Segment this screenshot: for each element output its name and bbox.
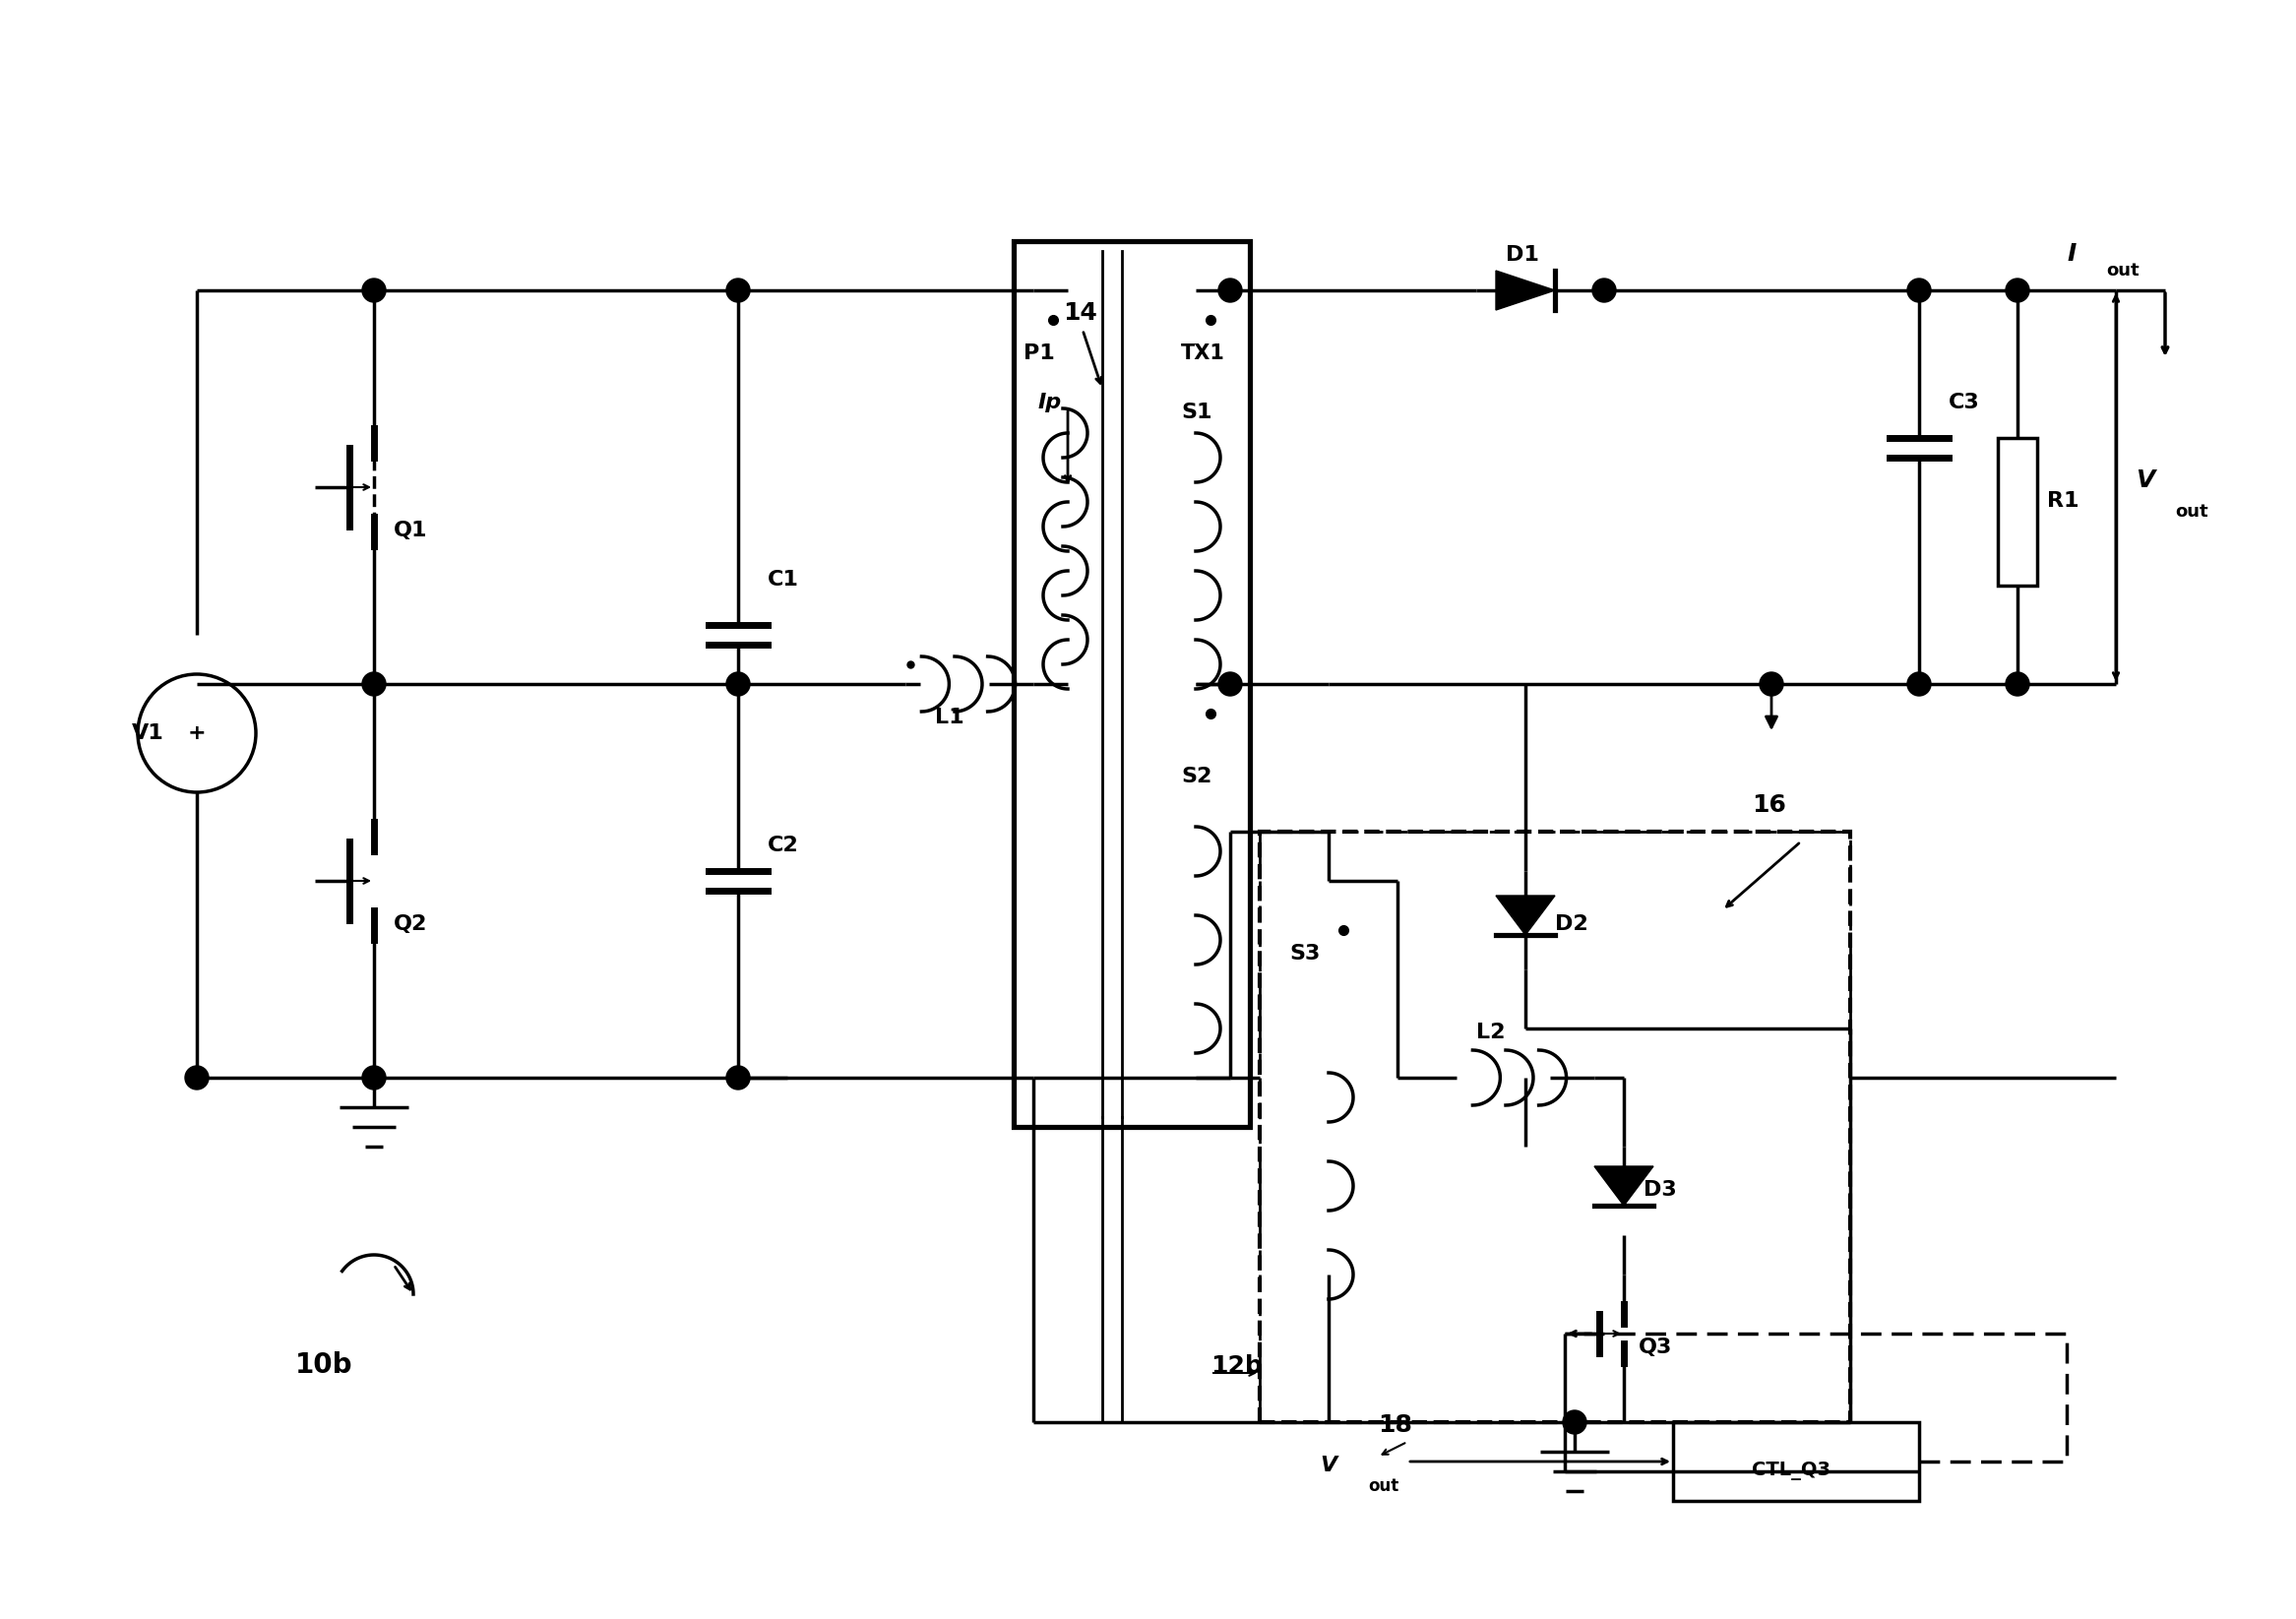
Text: Q2: Q2 [393, 915, 427, 934]
Circle shape [726, 1065, 751, 1090]
Text: out: out [2105, 262, 2140, 280]
Circle shape [363, 1065, 386, 1090]
Text: L2: L2 [1476, 1023, 1506, 1043]
Text: 18: 18 [1378, 1413, 1412, 1438]
Text: C1: C1 [767, 570, 799, 589]
Bar [1674, 1421, 1919, 1501]
Circle shape [726, 672, 751, 696]
Circle shape [1219, 278, 1242, 303]
Circle shape [2007, 672, 2030, 696]
Text: V1: V1 [131, 724, 163, 743]
Bar [1998, 439, 2037, 586]
Circle shape [1908, 278, 1931, 303]
Text: Ip: Ip [1038, 393, 1063, 413]
Text: S3: S3 [1290, 944, 1320, 963]
Text: +: + [188, 724, 207, 743]
Text: CTL_Q3: CTL_Q3 [1752, 1462, 1830, 1481]
Circle shape [186, 1065, 209, 1090]
Text: TX1: TX1 [1180, 343, 1226, 363]
Text: D1: D1 [1506, 244, 1538, 266]
Text: C2: C2 [767, 835, 799, 855]
Bar [1013, 241, 1249, 1127]
Text: out: out [1368, 1477, 1398, 1494]
Text: P1: P1 [1024, 343, 1054, 363]
Text: V: V [2135, 468, 2154, 492]
Circle shape [363, 672, 386, 696]
Circle shape [1908, 672, 1931, 696]
Text: Q3: Q3 [1639, 1337, 1671, 1357]
Circle shape [363, 278, 386, 303]
Bar [1261, 832, 1851, 1421]
Text: D2: D2 [1554, 915, 1589, 934]
Polygon shape [1593, 1166, 1653, 1206]
Text: C3: C3 [1949, 393, 1979, 413]
Circle shape [1593, 278, 1616, 303]
Circle shape [2007, 278, 2030, 303]
Polygon shape [1497, 895, 1554, 936]
Text: S2: S2 [1180, 767, 1212, 787]
Text: L1: L1 [934, 708, 964, 727]
Circle shape [1564, 1410, 1587, 1434]
Text: 14: 14 [1063, 301, 1097, 325]
Text: 12b: 12b [1210, 1353, 1263, 1378]
Text: V: V [1320, 1455, 1336, 1475]
Circle shape [726, 278, 751, 303]
Text: I: I [2066, 243, 2076, 266]
Circle shape [1219, 672, 1242, 696]
Polygon shape [1497, 270, 1554, 309]
Text: 16: 16 [1752, 793, 1786, 818]
Text: 10b: 10b [296, 1352, 354, 1379]
Text: R1: R1 [2048, 491, 2078, 512]
Text: out: out [2174, 504, 2209, 521]
Text: S1: S1 [1180, 403, 1212, 423]
Text: D3: D3 [1644, 1180, 1676, 1200]
Circle shape [1759, 672, 1784, 696]
Text: Q1: Q1 [393, 521, 427, 541]
